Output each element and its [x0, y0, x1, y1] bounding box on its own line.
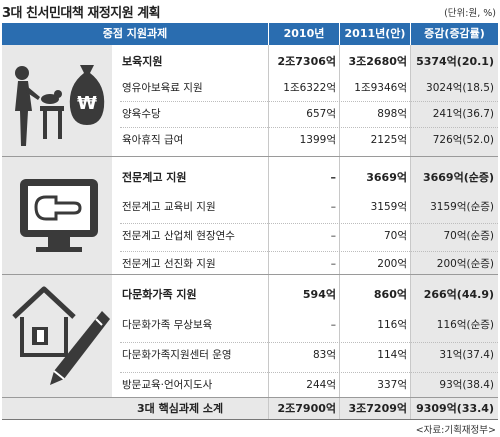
row-value-2010: 657억 — [306, 108, 336, 120]
row-value-change: 93억(38.4) — [439, 379, 494, 391]
row-value-2010: – — [330, 319, 336, 331]
row-value-change: 3024억(18.5) — [426, 82, 494, 94]
header-2011: 2011년(안) — [344, 27, 406, 40]
table-row-category: 보육지원 2조7306억 3조2680억 5374억(20.1) — [2, 51, 498, 73]
budget-table: 중점 지원과제 2010년 2011년(안) 증감(증감률) ₩ — [2, 23, 498, 420]
row-value-2011: 70억 — [383, 230, 407, 242]
row-value-change: 200억(순증) — [436, 258, 494, 270]
row-value-2010: – — [330, 171, 337, 184]
row-label: 방문교육·언어지도사 — [122, 379, 213, 391]
row-value-change: 3159억(순증) — [430, 201, 494, 213]
section-vocational-school — [2, 157, 498, 275]
section-childcare: ₩ — [2, 45, 498, 157]
row-value-2011: 898억 — [377, 108, 407, 120]
row-category-label: 전문계고 지원 — [122, 171, 187, 184]
row-category-label: 보육지원 — [122, 55, 163, 68]
table-row: 전문계고 선진화 지원 – 200억 200억(순증) — [2, 253, 498, 275]
monitor-wrench-icon — [20, 179, 98, 252]
row-category-label: 다문화가족 지원 — [122, 288, 197, 301]
table-row: 다문화가족 무상보육 – 116억 116억(순증) — [2, 314, 498, 336]
total-label: 3대 핵심과제 소계 — [137, 402, 224, 415]
table-header: 중점 지원과제 2010년 2011년(안) 증감(증감률) — [2, 23, 498, 45]
row-value-change: 31억(37.4) — [439, 349, 494, 361]
table-row: 다문화가족지원센터 운영 83억 114억 31억(37.4) — [2, 344, 498, 366]
row-value-2011: 116억 — [377, 319, 407, 331]
header-2010: 2010년 — [283, 27, 325, 40]
total-change: 9309억(33.4) — [416, 402, 494, 415]
page-title: 3대 친서민대책 재정지원 계획 — [2, 6, 161, 21]
row-value-2010: – — [330, 230, 336, 242]
row-value-2010: – — [330, 258, 336, 270]
row-value-2011: 337억 — [377, 379, 407, 391]
section-multicultural-family — [2, 275, 498, 398]
row-value-change: 116억(순증) — [436, 319, 494, 331]
row-label: 전문계고 산업체 현장연수 — [122, 230, 235, 242]
row-value-2011: 1조9346억 — [354, 82, 407, 94]
row-value-change: 3669억(순증) — [422, 171, 494, 184]
row-value-2011: 860억 — [373, 288, 407, 301]
row-value-2010: 244억 — [306, 379, 336, 391]
row-label: 전문계고 선진화 지원 — [122, 258, 216, 270]
total-row: 3대 핵심과제 소계 2조7900억 3조7209억 9309억(33.4) — [2, 398, 498, 420]
row-value-change: 726억(52.0) — [432, 134, 494, 146]
total-2011: 3조7209억 — [348, 402, 407, 415]
row-label: 다문화가족 무상보육 — [122, 319, 213, 331]
svg-text:₩: ₩ — [77, 93, 97, 114]
table-row-category: 전문계고 지원 – 3669억 3669억(순증) — [2, 167, 498, 189]
row-value-change: 5374억(20.1) — [416, 55, 494, 68]
row-value-2010: 1조6322억 — [283, 82, 336, 94]
row-value-change: 70억(순증) — [443, 230, 494, 242]
table-row: 육아휴직 급여 1399억 2125억 726억(52.0) — [2, 129, 498, 151]
row-value-change: 266억(44.9) — [423, 288, 494, 301]
row-value-2011: 3669억 — [366, 171, 407, 184]
source-note: <자료:기획재정부> — [415, 425, 496, 436]
row-label: 양육수당 — [122, 108, 161, 120]
row-label: 다문화가족지원센터 운영 — [122, 349, 232, 361]
row-value-2011: 2125억 — [370, 134, 407, 146]
row-value-2010: 83억 — [312, 349, 336, 361]
header-task: 중점 지원과제 — [102, 27, 168, 40]
table-row: 전문계고 산업체 현장연수 – 70억 70억(순증) — [2, 225, 498, 247]
row-value-change: 241억(36.7) — [432, 108, 494, 120]
row-value-2010: 2조7306억 — [277, 55, 336, 68]
row-value-2010: 1399억 — [299, 134, 336, 146]
row-value-2010: 594억 — [302, 288, 336, 301]
table-row-category: 다문화가족 지원 594억 860억 266억(44.9) — [2, 284, 498, 306]
table-row: 방문교육·언어지도사 244억 337억 93억(38.4) — [2, 374, 498, 396]
unit-note: (단위:원, %) — [444, 8, 496, 19]
row-value-2011: 3159억 — [370, 201, 407, 213]
row-value-2011: 114억 — [377, 349, 407, 361]
table-row: 양육수당 657억 898억 241억(36.7) — [2, 103, 498, 125]
table-row: 전문계고 교육비 지원 – 3159억 3159억(순증) — [2, 196, 498, 218]
row-value-2011: 200억 — [377, 258, 407, 270]
table-row: 영유아보육료 지원 1조6322억 1조9346억 3024억(18.5) — [2, 77, 498, 99]
row-label: 전문계고 교육비 지원 — [122, 201, 216, 213]
row-label: 영유아보육료 지원 — [122, 82, 203, 94]
row-value-2010: – — [330, 201, 336, 213]
house-pencil-icon — [12, 286, 110, 385]
header-change: 증감(증감률) — [424, 27, 485, 40]
total-2010: 2조7900억 — [277, 402, 336, 415]
childcare-mother-baby-icon: ₩ — [15, 65, 105, 146]
row-value-2011: 3조2680억 — [348, 55, 407, 68]
row-label: 육아휴직 급여 — [122, 134, 184, 146]
